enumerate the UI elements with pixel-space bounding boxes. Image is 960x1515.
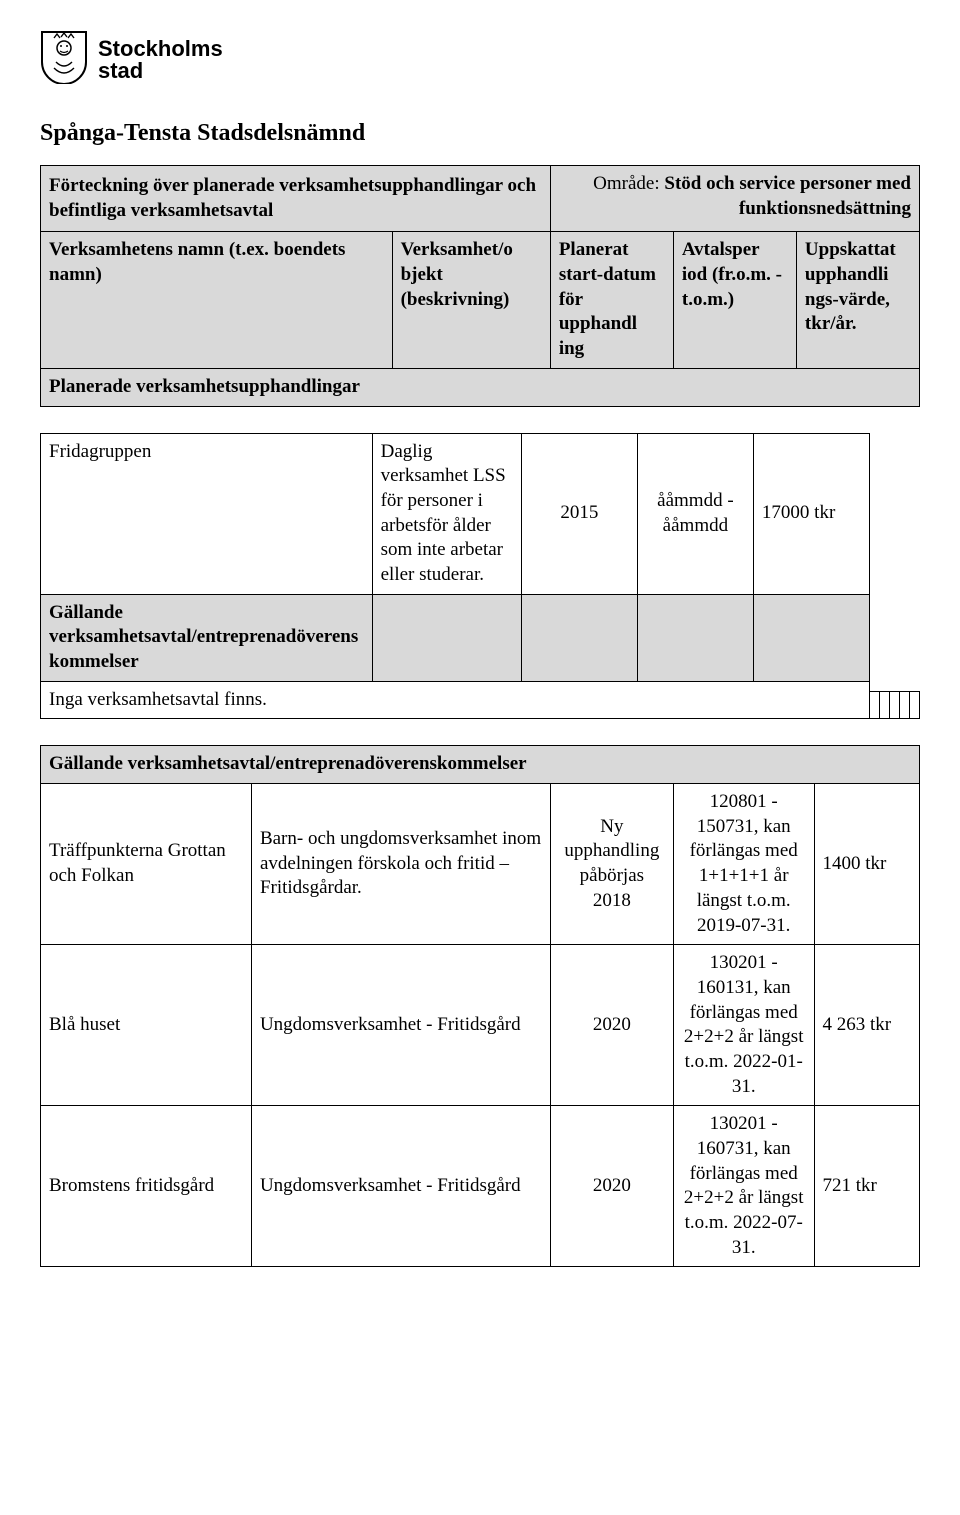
logo-line1: Stockholms xyxy=(98,38,223,60)
area-label: Område: xyxy=(593,173,659,194)
crest-icon xyxy=(40,30,88,90)
grey-subheader: Gällande verksamhetsavtal/entreprenadöve… xyxy=(41,594,373,681)
table-row: Bromstens fritidsgård Ungdomsverksamhet … xyxy=(41,1106,920,1267)
logo-line2: stad xyxy=(98,60,223,82)
t3-period-2: 130201 - 160731, kan förlängas med 2+2+2… xyxy=(673,1106,814,1267)
grey-empty xyxy=(753,594,869,681)
logo-text: Stockholms stad xyxy=(98,38,223,82)
table-fridagruppen: Fridagruppen Daglig verksamhet LSS för p… xyxy=(40,433,870,720)
table-row: Blå huset Ungdomsverksamhet - Fritidsgår… xyxy=(41,945,920,1106)
t3-period-0: 120801 - 150731, kan förlängas med 1+1+1… xyxy=(673,784,814,945)
t3-period-1: 130201 - 160131, kan förlängas med 2+2+2… xyxy=(673,945,814,1106)
grey-empty xyxy=(372,594,521,681)
table-row: Fridagruppen Daglig verksamhet LSS för p… xyxy=(41,433,870,594)
t3-date-0: Ny upphandling påbörjas 2018 xyxy=(550,784,673,945)
t3-desc-0: Barn- och ungdomsverksamhet inom avdelni… xyxy=(251,784,550,945)
t3-header: Gällande verksamhetsavtal/entreprenadöve… xyxy=(41,746,920,784)
col-value: Uppskattat upphandli ngs-värde, tkr/år. xyxy=(796,232,919,368)
table-row: Inga verksamhetsavtal finns. xyxy=(41,681,870,719)
col-date: Planerat start-datum för upphandl ing xyxy=(550,232,673,368)
cell-value: 17000 tkr xyxy=(753,433,869,594)
cell-date: 2015 xyxy=(521,433,637,594)
area-cell: Område: Stöd och service personer med fu… xyxy=(550,166,919,232)
col-desc: Verksamhet/o bjekt (beskrivning) xyxy=(392,232,550,368)
t3-name-1: Blå huset xyxy=(41,945,252,1106)
no-avtal: Inga verksamhetsavtal finns. xyxy=(41,681,870,719)
grey-empty xyxy=(521,594,637,681)
col-period: Avtalsper iod (fr.o.m. - t.o.m.) xyxy=(673,232,796,368)
table-row: Gällande verksamhetsavtal/entreprenadöve… xyxy=(41,594,870,681)
col-name: Verksamhetens namn (t.ex. boendets namn) xyxy=(41,232,393,368)
table-header-block: Förteckning över planerade verksamhetsup… xyxy=(40,165,920,407)
area-value: Stöd och service personer med funktionsn… xyxy=(664,173,911,219)
header-left-text: Förteckning över planerade verksamhetsup… xyxy=(49,172,542,225)
page-title: Spånga-Tensta Stadsdelsnämnd xyxy=(40,120,920,147)
t3-desc-1: Ungdomsverksamhet - Fritidsgård xyxy=(251,945,550,1106)
table-avtal: Gällande verksamhetsavtal/entreprenadöve… xyxy=(40,745,920,1267)
grey-empty xyxy=(637,594,753,681)
table-row: Träffpunkterna Grottan och Folkan Barn- … xyxy=(41,784,920,945)
t3-value-1: 4 263 tkr xyxy=(814,945,920,1106)
overflow-stubs xyxy=(870,691,920,719)
t3-name-0: Träffpunkterna Grottan och Folkan xyxy=(41,784,252,945)
cell-desc: Daglig verksamhet LSS för personer i arb… xyxy=(372,433,521,594)
header-left-cell: Förteckning över planerade verksamhetsup… xyxy=(41,166,551,232)
t3-value-0: 1400 tkr xyxy=(814,784,920,945)
t3-desc-2: Ungdomsverksamhet - Fritidsgård xyxy=(251,1106,550,1267)
t3-name-2: Bromstens fritidsgård xyxy=(41,1106,252,1267)
t3-value-2: 721 tkr xyxy=(814,1106,920,1267)
t3-date-1: 2020 xyxy=(550,945,673,1106)
planned-row: Planerade verksamhetsupphandlingar xyxy=(41,368,920,406)
t3-date-2: 2020 xyxy=(550,1106,673,1267)
logo-header: Stockholms stad xyxy=(40,30,920,90)
cell-period: ååmmdd - ååmmdd xyxy=(637,433,753,594)
cell-name: Fridagruppen xyxy=(41,433,373,594)
